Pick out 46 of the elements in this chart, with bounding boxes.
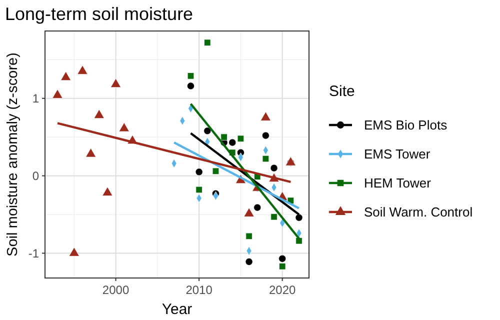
point xyxy=(102,186,113,196)
x-tick-label: 2020 xyxy=(269,283,296,297)
y-axis-title: Soil moisture anomaly (z-score) xyxy=(5,52,21,256)
point xyxy=(86,148,96,158)
point xyxy=(94,109,104,119)
point xyxy=(245,258,253,266)
point xyxy=(212,168,220,175)
point xyxy=(228,138,236,146)
x-axis-title: Year xyxy=(162,301,192,318)
point xyxy=(60,71,72,81)
point xyxy=(244,208,254,217)
point xyxy=(254,204,262,212)
legend-title: Site xyxy=(329,83,355,100)
point xyxy=(270,164,278,172)
point xyxy=(77,65,88,74)
point xyxy=(186,82,195,90)
point xyxy=(262,132,270,140)
point xyxy=(187,72,194,80)
point xyxy=(237,135,244,142)
legend-label: EMS Bio Plots xyxy=(364,118,448,133)
point xyxy=(246,232,252,240)
x-tick-label: 2000 xyxy=(102,283,130,297)
point xyxy=(196,186,202,194)
point xyxy=(118,122,130,132)
point xyxy=(262,155,270,162)
y-tick-label: 1 xyxy=(32,92,40,106)
point xyxy=(295,214,303,222)
point xyxy=(204,39,211,46)
point xyxy=(110,78,122,88)
legend-label: EMS Tower xyxy=(364,146,431,162)
point xyxy=(220,134,228,140)
point xyxy=(270,213,278,220)
point xyxy=(278,254,286,262)
point xyxy=(278,263,286,270)
point xyxy=(52,89,63,98)
point xyxy=(296,237,302,244)
x-tick-label: 2010 xyxy=(186,283,213,297)
point xyxy=(204,127,212,135)
chart-title: Long-term soil moisture xyxy=(5,4,194,24)
point xyxy=(195,168,203,176)
legend-label: HEM Tower xyxy=(364,176,432,191)
legend-label: Soil Warm. Control xyxy=(364,204,473,220)
y-tick-label: -1 xyxy=(28,246,40,260)
y-tick-label: 0 xyxy=(32,168,40,183)
point xyxy=(260,112,271,121)
point xyxy=(68,247,80,256)
